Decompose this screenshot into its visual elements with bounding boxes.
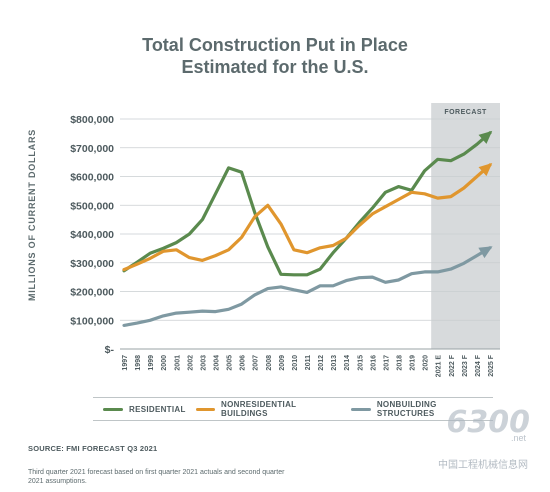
y-tick-label: $500,000 (70, 200, 114, 212)
forecast-region (431, 103, 500, 349)
series-line-residential (122, 131, 492, 277)
series-line-nonbuilding-structures (122, 246, 492, 327)
x-tick-label: 2025 F (488, 354, 495, 377)
x-tick-label: 1999 (148, 355, 155, 371)
chart-title-line-1: Total Construction Put in Place (142, 35, 408, 55)
line-chart: FORECAST $- $100,000 $200,000 $300,000 $400,0… (70, 103, 500, 378)
x-tick-label: 2010 (292, 355, 299, 371)
legend-item-residential: RESIDENTIAL (103, 405, 186, 414)
x-tick-label: 2023 F (462, 354, 469, 377)
x-tick-label: 2005 (227, 355, 234, 371)
y-tick-label: $600,000 (70, 172, 114, 184)
watermark-logo: 6300 (446, 405, 531, 440)
x-tick-label: 2003 (200, 355, 207, 371)
legend-swatch (103, 407, 123, 411)
chart-title-line-2: Estimated for the U.S. (181, 57, 369, 77)
y-tick-label: $700,000 (70, 143, 114, 155)
series-arrow-nonbuilding-structures (478, 246, 493, 259)
series-arrow-residential (478, 130, 493, 144)
legend-label: NONBUILDING STRUCTURES (376, 400, 437, 418)
x-tick-label: 2024 F (475, 354, 482, 377)
y-tick-label: $- (105, 344, 115, 356)
x-tick-label: 2008 (266, 355, 273, 371)
x-tick-label: 1997 (122, 355, 129, 371)
x-tick-label: 2022 F (449, 354, 456, 377)
y-tick-label: $100,000 (70, 315, 114, 327)
forecast-note: Third quarter 2021 forecast based on fir… (28, 469, 285, 485)
x-tick-label: 2004 (214, 355, 221, 371)
x-tick-label: 2011 (305, 355, 312, 370)
y-tick-label: $800,000 (70, 114, 114, 126)
chart-title: Total Construction Put in Place Estimate… (0, 34, 550, 78)
watermark-cn: 中国工程机械信息网 (438, 460, 528, 471)
x-tick-label: 2009 (279, 355, 286, 371)
x-tick-label: 2006 (240, 355, 247, 371)
y-tick-label: $200,000 (70, 287, 114, 299)
series-arrow-nonresidential-buildings (478, 163, 493, 177)
series-line-nonresidential-buildings (122, 163, 492, 272)
chart-legend: RESIDENTIAL NONRESIDENTIAL BUILDINGS NONBU… (93, 397, 493, 421)
legend-label: NONRESIDENTIAL BUILDINGS (221, 400, 297, 418)
legend-item-nonresidential-buildings: NONRESIDENTIAL BUILDINGS (195, 400, 342, 418)
forecast-label: FORECAST (444, 109, 487, 116)
x-tick-label: 2019 (410, 355, 417, 371)
x-tick-label: 2020 (423, 355, 430, 371)
x-tick-label: 2018 (397, 355, 404, 371)
x-tick-label: 2000 (161, 355, 168, 371)
legend-label: RESIDENTIAL (129, 404, 186, 414)
legend-swatch (351, 407, 371, 411)
x-tick-label: 2016 (370, 355, 377, 371)
watermark-net: .net (510, 433, 526, 443)
x-tick-label: 2013 (331, 355, 338, 371)
y-tick-label: $300,000 (70, 258, 114, 270)
source-note: SOURCE: FMI FORECAST Q3 2021 (28, 444, 158, 453)
x-tick-label: 2007 (253, 355, 260, 371)
x-tick-label: 2001 (174, 355, 181, 371)
y-tick-label: $400,000 (70, 229, 114, 241)
legend-swatch (195, 407, 216, 411)
x-tick-label: 2015 (357, 355, 364, 371)
legend-item-nonbuilding-structures: NONBUILDING STRUCTURES (351, 400, 493, 418)
x-tick-label: 2002 (187, 355, 194, 371)
x-tick-label: 2017 (383, 355, 390, 371)
x-tick-label: 2012 (318, 355, 325, 371)
x-tick-label: 2021 E (436, 355, 443, 378)
x-tick-label: 2014 (344, 355, 351, 371)
x-tick-label: 1998 (135, 355, 142, 371)
